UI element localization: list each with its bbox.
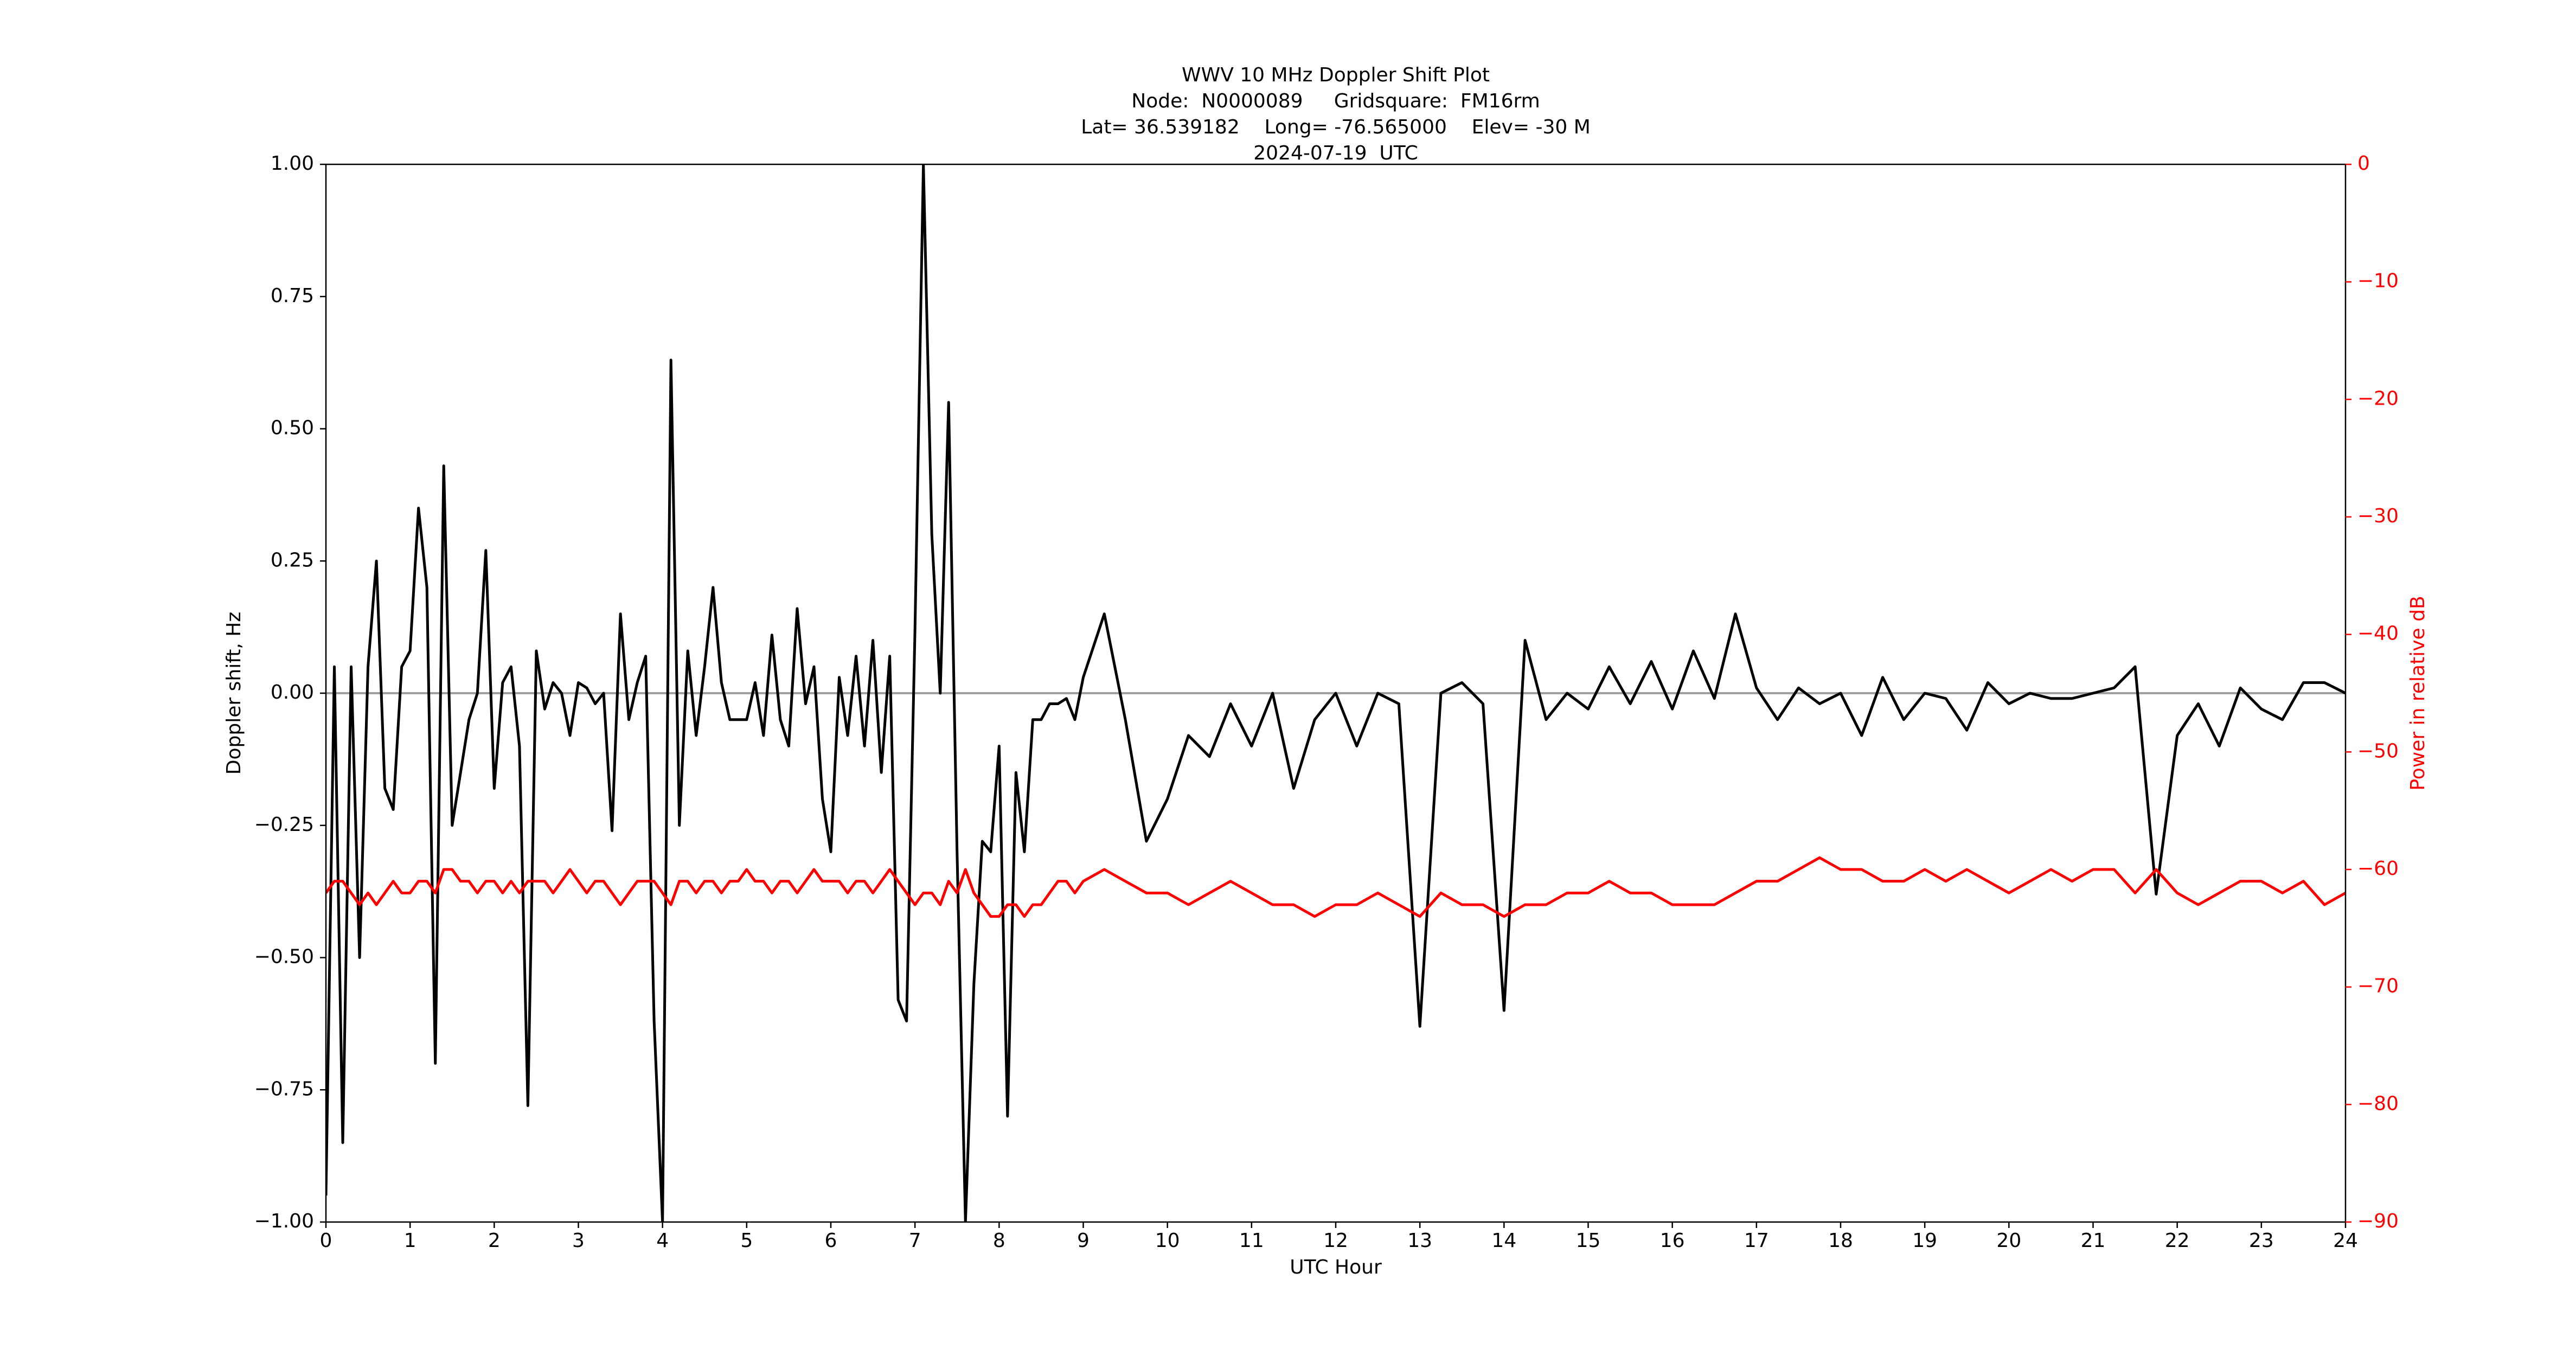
x-tick-label: 10 — [1155, 1230, 1180, 1252]
y-tick-label: 1.00 — [271, 152, 314, 175]
x-tick-label: 21 — [2081, 1230, 2106, 1252]
x-tick-label: 9 — [1077, 1230, 1090, 1252]
x-tick-label: 20 — [1996, 1230, 2021, 1252]
y-axis-label: Doppler shift, Hz — [223, 612, 245, 775]
y-tick-label: 0.00 — [271, 681, 314, 703]
y-tick-label: 0.75 — [271, 285, 314, 307]
x-tick-label: 18 — [1828, 1230, 1853, 1252]
y-tick-label: −0.75 — [254, 1078, 314, 1100]
x-tick-label: 8 — [993, 1230, 1005, 1252]
y2-tick-label: −50 — [2357, 740, 2399, 762]
y-tick-label: 0.25 — [271, 549, 314, 571]
y2-tick-label: −30 — [2357, 505, 2399, 527]
chart-title: Lat= 36.539182 Long= -76.565000 Elev= -3… — [1081, 116, 1591, 138]
x-tick-label: 6 — [825, 1230, 837, 1252]
y2-tick-label: −60 — [2357, 858, 2399, 880]
x-tick-label: 24 — [2333, 1230, 2358, 1252]
x-tick-label: 19 — [1912, 1230, 1937, 1252]
x-tick-label: 2 — [488, 1230, 501, 1252]
y-tick-label: −1.00 — [254, 1210, 314, 1232]
x-tick-label: 23 — [2249, 1230, 2274, 1252]
y2-tick-label: 0 — [2357, 152, 2370, 175]
x-tick-label: 3 — [572, 1230, 585, 1252]
y-tick-label: 0.50 — [271, 417, 314, 439]
y2-axis-label: Power in relative dB — [2407, 596, 2429, 790]
y2-tick-label: −90 — [2357, 1210, 2399, 1232]
x-tick-label: 16 — [1660, 1230, 1685, 1252]
y2-tick-label: −10 — [2357, 270, 2399, 292]
data-line — [326, 856, 2346, 918]
chart-title: 2024-07-19 UTC — [1253, 142, 1418, 164]
y-tick-label: −0.25 — [254, 814, 314, 836]
y2-tick-label: −70 — [2357, 975, 2399, 997]
x-tick-label: 11 — [1239, 1230, 1264, 1252]
y2-tick-label: −20 — [2357, 387, 2399, 410]
y-tick-label: −0.50 — [254, 946, 314, 968]
x-tick-label: 12 — [1323, 1230, 1348, 1252]
data-line — [326, 164, 2346, 1222]
x-tick-label: 14 — [1491, 1230, 1516, 1252]
x-tick-label: 1 — [404, 1230, 416, 1252]
x-tick-label: 22 — [2165, 1230, 2190, 1252]
chart-title: WWV 10 MHz Doppler Shift Plot — [1182, 64, 1490, 86]
y2-tick-label: −80 — [2357, 1092, 2399, 1115]
x-tick-label: 15 — [1576, 1230, 1601, 1252]
x-tick-label: 4 — [656, 1230, 669, 1252]
y2-tick-label: −40 — [2357, 623, 2399, 645]
x-tick-label: 0 — [320, 1230, 332, 1252]
x-tick-label: 13 — [1407, 1230, 1432, 1252]
x-tick-label: 7 — [909, 1230, 921, 1252]
chart-title: Node: N0000089 Gridsquare: FM16rm — [1131, 90, 1540, 112]
x-tick-label: 5 — [740, 1230, 753, 1252]
x-axis-label: UTC Hour — [1290, 1256, 1382, 1278]
x-tick-label: 17 — [1744, 1230, 1769, 1252]
